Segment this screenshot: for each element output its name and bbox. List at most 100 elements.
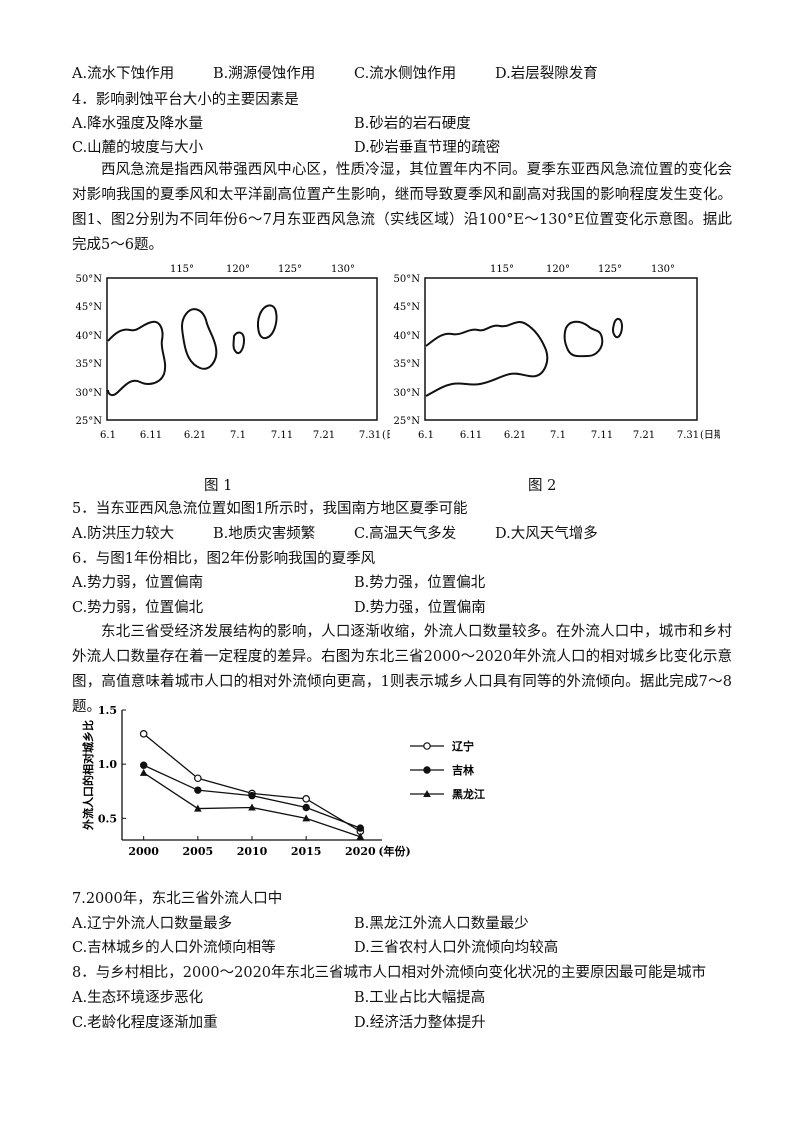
legend-item: 黑龙江 xyxy=(410,787,485,801)
fig1-jet-region xyxy=(232,331,246,354)
fig2-bottom-tick: 7.21 xyxy=(633,430,655,441)
fig1-top-tick: 115° xyxy=(170,264,194,275)
data-point xyxy=(302,803,310,812)
fig2-bottom-tick: 6.21 xyxy=(504,430,526,441)
fig2-bottom-unit: (日期) xyxy=(700,429,720,441)
figure-1-top-ticks: 115° 120° 125° 130° xyxy=(170,264,355,275)
data-point xyxy=(194,786,202,794)
fig1-jet-region xyxy=(181,308,218,370)
fig1-bottom-tick: 7.1 xyxy=(230,430,246,441)
fig1-bottom-unit: (日期) xyxy=(382,429,390,441)
x-tick-label: 2015 xyxy=(291,845,322,858)
y-tick-label: 0.5 xyxy=(98,812,117,825)
q8-option-d: D.经济活力整体提升 xyxy=(354,1015,486,1031)
fig2-left-tick: 40°N xyxy=(394,331,421,342)
q5-stem: 5．当东亚西风急流位置如图1所示时，我国南方地区夏季可能 xyxy=(72,501,468,517)
fig1-top-tick: 130° xyxy=(331,264,355,275)
fig2-left-tick: 25°N xyxy=(394,416,421,427)
fig2-top-tick: 130° xyxy=(651,264,675,275)
chart-axes: 0.5 1.0 1.5 2000 2005 2010 2015 2020 (年份) 外流人口的相对… xyxy=(81,704,411,858)
fig2-bottom-tick: 7.31 xyxy=(677,430,699,441)
q7-option-c: C.吉林城乡的人口外流倾向相等 xyxy=(72,940,276,956)
fig2-bottom-tick: 6.11 xyxy=(460,430,482,441)
x-tick-label: 2020 xyxy=(345,845,376,858)
q6-stem: 6．与图1年份相比，图2年份影响我国的夏季风 xyxy=(72,551,376,567)
data-point xyxy=(356,824,365,832)
q3-option-a: A.流水下蚀作用 xyxy=(72,66,175,82)
q8-stem: 8．与乡村相比，2000～2020年东北三省城市人口相对外流倾向变化状况的主要原… xyxy=(72,965,707,981)
q3-option-c: C.流水侧蚀作用 xyxy=(354,66,457,82)
series-filled-circle xyxy=(139,761,365,832)
fig2-bottom-tick: 7.11 xyxy=(591,430,613,441)
q5-option-b: B.地质灾害频繁 xyxy=(213,526,316,542)
figure-1-frame xyxy=(106,277,378,421)
fig2-bottom-tick: 6.1 xyxy=(418,430,434,441)
fig1-bottom-tick: 7.21 xyxy=(313,430,335,441)
fig2-left-tick: 30°N xyxy=(394,388,421,399)
x-tick-label: 2005 xyxy=(183,845,214,858)
figure-2-bottom-ticks: 6.1 6.11 6.21 7.1 7.11 7.21 7.31 (日期) xyxy=(418,429,720,441)
q4-option-b: B.砂岩的岩石硬度 xyxy=(354,116,471,132)
q4-option-a: A.降水强度及降水量 xyxy=(72,116,204,132)
q6-option-c: C.势力弱，位置偏北 xyxy=(72,600,204,616)
legend-label: 辽宁 xyxy=(452,739,474,753)
x-tick-label: 2010 xyxy=(237,845,268,858)
series-triangle xyxy=(139,768,365,840)
figure-2: 115° 120° 125° 130° 50°N 45°N 40°N 35°N … xyxy=(394,264,720,441)
figure-1-bottom-ticks: 6.1 6.11 6.21 7.1 7.11 7.21 7.31 (日期) xyxy=(100,429,390,441)
fig1-left-tick: 40°N xyxy=(76,331,103,342)
q4-option-d: D.砂岩垂直节理的疏密 xyxy=(354,140,501,156)
q8-option-c: C.老龄化程度逐渐加重 xyxy=(72,1015,218,1031)
fig1-left-tick: 35°N xyxy=(76,359,103,370)
figure-1-caption: 图 1 xyxy=(204,478,233,494)
data-point xyxy=(302,814,310,822)
q8-option-b: B.工业占比大幅提高 xyxy=(354,990,486,1006)
fig1-jet-region xyxy=(257,304,278,340)
fig2-top-tick: 125° xyxy=(598,264,622,275)
q7-option-a: A.辽宁外流人口数量最多 xyxy=(72,916,233,932)
q6-option-b: B.势力强，位置偏北 xyxy=(354,575,486,591)
x-axis-label: (年份) xyxy=(378,844,410,858)
y-tick-label: 1.0 xyxy=(98,758,117,771)
fig1-left-tick: 45°N xyxy=(76,302,103,313)
passage-northeast-population-text: 东北三省受经济发展结构的影响，人口逐渐收缩，外流人口数量较多。在外流人口中，城市… xyxy=(72,624,732,715)
data-point xyxy=(423,742,431,750)
q4-option-c: C.山麓的坡度与大小 xyxy=(72,140,204,156)
fig1-bottom-tick: 7.31 xyxy=(359,430,381,441)
legend-label: 吉林 xyxy=(452,763,474,777)
passage-westerly-jet-text: 西风急流是指西风带强西风中心区，性质冷湿，其位置年内不同。夏季东亚西风急流位置的… xyxy=(72,162,732,253)
figure-1-left-ticks: 50°N 45°N 40°N 35°N 30°N 25°N xyxy=(76,274,103,427)
fig2-left-tick: 50°N xyxy=(394,274,421,285)
legend-item: 吉林 xyxy=(410,763,474,777)
passage-westerly-jet: 西风急流是指西风带强西风中心区，性质冷湿，其位置年内不同。夏季东亚西风急流位置的… xyxy=(72,158,732,258)
series-line xyxy=(143,733,361,832)
data-point xyxy=(139,761,148,769)
fig2-jet-region xyxy=(612,318,624,339)
legend-item: 辽宁 xyxy=(410,739,474,753)
q6-option-a: A.势力弱，位置偏南 xyxy=(72,575,204,591)
fig1-bottom-tick: 6.21 xyxy=(184,430,206,441)
fig2-bottom-tick: 7.1 xyxy=(550,430,566,441)
fig1-left-tick: 30°N xyxy=(76,388,103,399)
data-point xyxy=(194,804,202,812)
data-point xyxy=(423,766,431,774)
q7-stem: 7.2000年，东北三省外流人口中 xyxy=(72,891,283,907)
data-point xyxy=(139,768,148,776)
fig1-top-tick: 120° xyxy=(226,264,250,275)
x-tick-label: 2000 xyxy=(128,845,159,858)
y-tick-label: 1.5 xyxy=(98,704,117,717)
q6-option-d: D.势力强，位置偏南 xyxy=(354,600,486,616)
q7-option-b: B.黑龙江外流人口数量最少 xyxy=(354,916,529,932)
q3-option-d: D.岩层裂隙发育 xyxy=(495,66,598,82)
fig1-jet-region xyxy=(107,320,167,397)
line-chart: 0.5 1.0 1.5 2000 2005 2010 2015 2020 (年份) 外流人口的相对… xyxy=(81,704,485,858)
figure-2-caption: 图 2 xyxy=(528,478,557,494)
fig2-jet-region xyxy=(425,321,549,397)
y-axis-label: 外流人口的相对城乡比 xyxy=(81,720,95,831)
figure-2-jet-contours xyxy=(425,318,624,397)
q3-option-b: B.溯源侵蚀作用 xyxy=(213,66,316,82)
fig1-bottom-tick: 6.11 xyxy=(140,430,162,441)
q5-option-a: A.防洪压力较大 xyxy=(72,526,175,542)
q5-option-c: C.高温天气多发 xyxy=(354,526,457,542)
fig2-jet-region xyxy=(563,320,604,358)
